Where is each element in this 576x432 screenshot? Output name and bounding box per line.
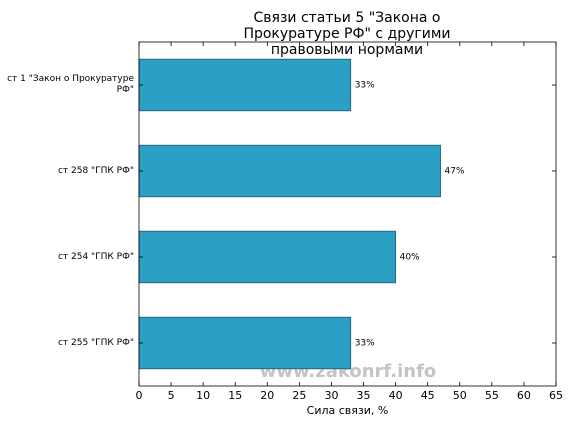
x-tick-label: 15 xyxy=(228,389,242,402)
x-tick-label: 30 xyxy=(324,389,338,402)
x-axis-label: Сила связи, % xyxy=(307,404,389,417)
bar xyxy=(138,58,352,112)
bar xyxy=(138,316,352,370)
bar xyxy=(138,144,441,198)
value-label: 33% xyxy=(355,339,375,349)
y-tick-label: ст 1 "Закон о Прокуратуре РФ" xyxy=(7,74,134,95)
value-label: 33% xyxy=(355,81,375,91)
x-tick-label: 60 xyxy=(517,389,531,402)
chart-title: Связи статьи 5 "Закона о Прокуратуре РФ"… xyxy=(243,10,451,58)
x-tick-label: 50 xyxy=(453,389,467,402)
x-tick-label: 20 xyxy=(260,389,274,402)
x-tick-label: 10 xyxy=(196,389,210,402)
x-tick-label: 55 xyxy=(485,389,499,402)
y-tick-label: ст 258 "ГПК РФ" xyxy=(57,165,134,176)
bar xyxy=(138,230,397,284)
y-tick-label: ст 254 "ГПК РФ" xyxy=(57,251,134,262)
x-tick-label: 65 xyxy=(549,389,563,402)
x-tick-label: 35 xyxy=(357,389,371,402)
x-tick-label: 0 xyxy=(136,389,143,402)
y-tick-label: ст 255 "ГПК РФ" xyxy=(57,337,134,348)
value-label: 40% xyxy=(400,253,420,263)
x-tick-label: 40 xyxy=(389,389,403,402)
x-tick-label: 5 xyxy=(168,389,175,402)
x-tick-label: 25 xyxy=(292,389,306,402)
x-tick-label: 45 xyxy=(421,389,435,402)
value-label: 47% xyxy=(445,167,465,177)
plot-frame xyxy=(138,41,557,387)
